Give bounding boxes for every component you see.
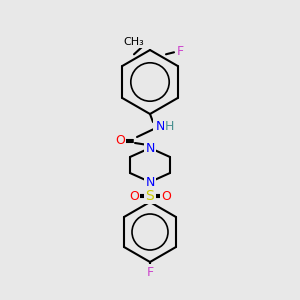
Text: O: O <box>161 190 171 202</box>
Text: O: O <box>115 134 125 146</box>
Text: N: N <box>145 176 155 188</box>
Text: F: F <box>176 45 184 58</box>
Text: CH₃: CH₃ <box>124 37 144 47</box>
Text: F: F <box>146 266 154 278</box>
Text: O: O <box>129 190 139 202</box>
Text: S: S <box>146 189 154 203</box>
Text: N: N <box>145 142 155 154</box>
Text: H: H <box>164 119 174 133</box>
Text: NH: NH <box>154 119 173 133</box>
Text: N: N <box>155 119 165 133</box>
